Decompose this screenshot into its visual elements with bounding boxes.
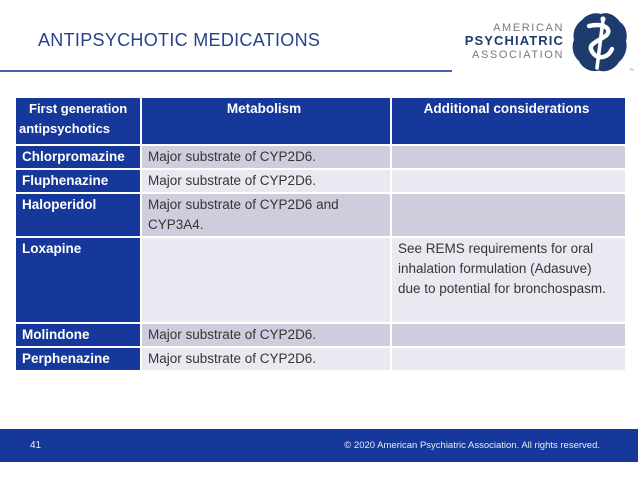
table-row-molindone: Molindone Major substrate of CYP2D6. [14,322,627,348]
drug-name-cell: Haloperidol [14,192,142,238]
brain-staff-icon: ™ [570,12,634,74]
logo-line-american: AMERICAN [493,22,564,34]
drug-name-cell: Chlorpromazine [14,144,142,170]
table-header-row: First generation antipsychotics Metaboli… [14,96,627,146]
metabolism-cell: Major substrate of CYP2D6. [140,346,392,372]
column-header-additional-considerations: Additional considerations [390,96,627,146]
column-header-first-generation-antipsychotics: First generation antipsychotics [14,96,142,146]
page-number: 41 [30,440,42,451]
drug-name-cell: Fluphenazine [14,168,142,194]
considerations-cell [390,192,627,238]
title-underline [0,70,452,72]
drug-name-cell: Molindone [14,322,142,348]
considerations-cell [390,168,627,194]
considerations-cell: See REMS requirements for oral inhalatio… [390,236,627,324]
table-row-perphenazine: Perphenazine Major substrate of CYP2D6. [14,346,627,372]
metabolism-cell: Major substrate of CYP2D6. [140,168,392,194]
drug-name-cell: Loxapine [14,236,142,324]
metabolism-cell: Major substrate of CYP2D6 and CYP3A4. [140,192,392,238]
considerations-cell [390,322,627,348]
drug-name-cell: Perphenazine [14,346,142,372]
logo-line-association: ASSOCIATION [472,48,564,61]
page-title: ANTIPSYCHOTIC MEDICATIONS [38,30,321,50]
metabolism-cell: Major substrate of CYP2D6. [140,144,392,170]
trademark-symbol: ™ [629,68,634,74]
table-row-haloperidol: Haloperidol Major substrate of CYP2D6 an… [14,192,627,238]
considerations-cell [390,346,627,372]
column-header-metabolism: Metabolism [140,96,392,146]
metabolism-cell: Major substrate of CYP2D6. [140,322,392,348]
apa-logo-wordmark: AMERICAN PSYCHIATRIC ASSOCIATION [465,22,564,61]
footer-bar: 41 © 2020 American Psychiatric Associati… [0,429,638,462]
logo-line-psychiatric: PSYCHIATRIC [464,33,564,49]
table-row-fluphenazine: Fluphenazine Major substrate of CYP2D6. [14,168,627,194]
table-row-chlorpromazine: Chlorpromazine Major substrate of CYP2D6… [14,144,627,170]
table-row-loxapine: Loxapine See REMS requirements for oral … [14,236,627,324]
medications-table: First generation antipsychotics Metaboli… [14,96,627,372]
apa-logo: AMERICAN PSYCHIATRIC ASSOCIATION ™ [465,12,634,74]
copyright-text: © 2020 American Psychiatric Association.… [344,440,600,451]
metabolism-cell [140,236,392,324]
considerations-cell [390,144,627,170]
